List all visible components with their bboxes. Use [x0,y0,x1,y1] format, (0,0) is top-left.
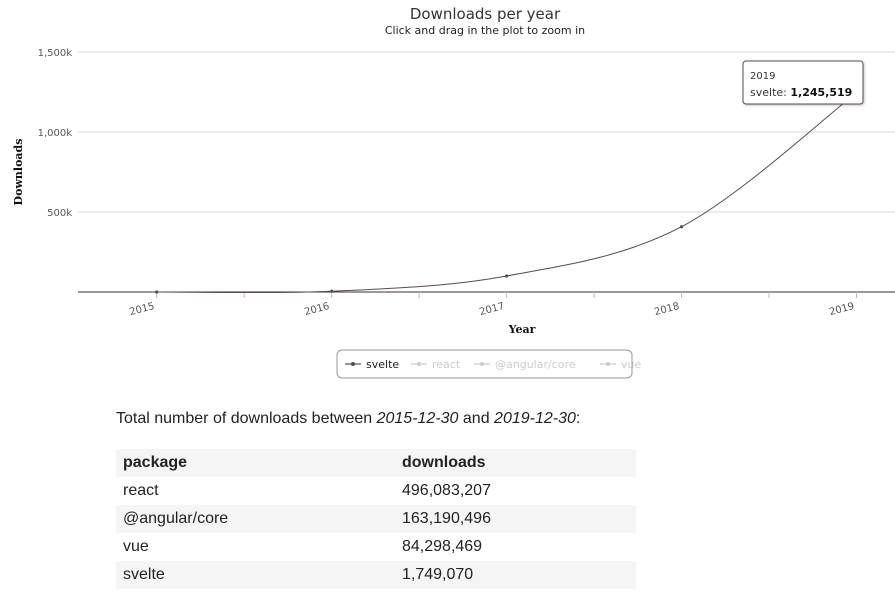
summary-middle: and [458,410,495,427]
download-count: 1,749,070 [402,566,474,583]
chart-title: Downloads per year [410,5,561,23]
data-point [679,225,684,229]
tooltip-number: 1,245,519 [790,86,852,99]
x-tick-label: 2019 [828,301,855,318]
tooltip-box [742,60,864,105]
legend-label: react [432,358,461,371]
legend-swatch-marker [351,362,355,366]
grid-lines [78,51,895,213]
x-axis: 2015 2016 2017 2018 2019 [78,291,895,318]
series-line-svelte [156,92,857,294]
legend-label: vue [621,358,641,371]
legend-swatch-marker [480,362,484,366]
legend-label: svelte [366,358,399,371]
header-package: package [123,454,188,471]
package-name: react [123,482,159,499]
package-name: svelte [123,566,165,583]
download-count: 496,083,207 [402,482,491,499]
summary-suffix: : [575,410,581,427]
x-tick-label: 2017 [478,301,505,318]
download-count: 84,298,469 [402,538,483,555]
data-point [330,289,334,293]
data-point [155,290,159,294]
summary-start-date: 2015-12-30 [376,410,459,427]
header-downloads: downloads [402,454,486,471]
legend-swatch-marker [417,362,421,366]
downloads-chart[interactable]: Downloads per year Click and drag in the… [0,0,895,390]
y-axis-ticks: 1,500k 1,000k 500k [38,48,73,219]
y-axis-title: Downloads [12,139,25,206]
y-tick-label: 1,500k [38,48,73,59]
tooltip-value: svelte: 1,245,519 [750,86,852,99]
legend-item-react[interactable]: react [411,358,461,371]
package-name: vue [123,538,149,555]
downloads-table: package downloads react 496,083,207 @ang… [116,449,636,589]
tooltip-category: 2019 [750,71,775,82]
table-row: react 496,083,207 [116,477,636,505]
summary-end-date: 2019-12-30 [494,410,576,427]
legend-swatch-marker [606,362,610,366]
table-row: svelte 1,749,070 [116,561,636,589]
downloads-summary: Total number of downloads between 2015-1… [116,410,580,428]
x-axis-title: Year [508,323,536,336]
y-tick-label: 1,000k [38,128,73,139]
tooltip: 2019 svelte: 1,245,519 [742,60,864,105]
download-count: 163,190,496 [402,510,491,527]
x-tick-label: 2018 [653,301,680,318]
table-row: @angular/core 163,190,496 [116,505,636,533]
x-tick-label: 2015 [128,301,155,318]
table-header-row: package downloads [116,449,636,477]
legend-label: @angular/core [495,358,576,371]
legend[interactable]: svelte react @angular/core vue [336,349,641,379]
legend-item-angular-core[interactable]: @angular/core [474,358,576,371]
package-name: @angular/core [123,510,229,527]
y-tick-label: 500k [47,208,72,219]
legend-item-vue[interactable]: vue [600,358,641,371]
legend-item-svelte[interactable]: svelte [345,358,399,371]
summary-prefix: Total number of downloads between [116,410,377,427]
table-row: vue 84,298,469 [116,533,636,561]
plot-area[interactable] [155,89,860,294]
tooltip-series-name: svelte: [750,86,790,99]
x-tick-label: 2016 [303,301,330,318]
chart-subtitle: Click and drag in the plot to zoom in [385,24,585,37]
data-point [505,274,509,278]
